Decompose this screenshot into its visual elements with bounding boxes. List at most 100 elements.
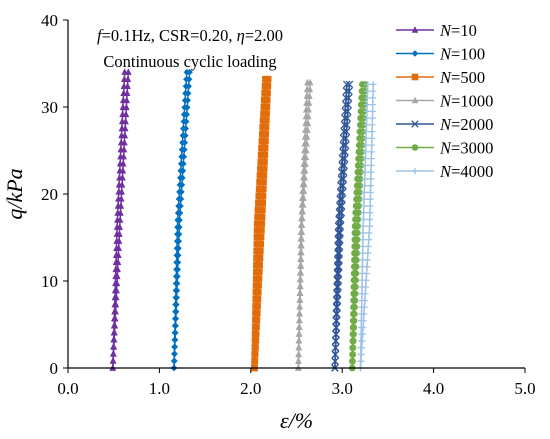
data-point — [360, 202, 368, 210]
data-point — [350, 263, 358, 271]
data-point — [300, 167, 307, 174]
data-point — [252, 309, 259, 317]
data-point — [295, 357, 302, 364]
data-point — [172, 287, 180, 294]
data-point — [353, 182, 361, 189]
data-point — [260, 103, 268, 110]
data-point — [350, 297, 357, 304]
legend-marker — [411, 73, 419, 81]
data-point — [251, 344, 259, 351]
data-point — [368, 135, 376, 142]
data-point — [350, 276, 358, 284]
data-point — [343, 121, 351, 129]
data-point — [357, 337, 365, 345]
data-point — [181, 104, 188, 111]
data-point — [344, 100, 352, 109]
data-point — [341, 141, 350, 149]
data-point — [339, 175, 348, 183]
data-point — [366, 222, 373, 230]
data-point — [332, 323, 340, 332]
legend-label: N=3000 — [439, 139, 493, 158]
data-point — [357, 101, 365, 108]
series-n-10 — [109, 68, 132, 371]
data-point — [297, 235, 305, 242]
data-point — [334, 283, 342, 291]
data-point — [351, 243, 358, 250]
data-point — [110, 335, 117, 343]
data-point — [357, 351, 365, 358]
data-point — [114, 202, 122, 209]
data-point — [259, 185, 267, 193]
data-point — [110, 328, 118, 336]
data-point — [364, 87, 371, 95]
data-point — [117, 145, 125, 153]
data-point — [303, 92, 311, 99]
data-point — [109, 357, 117, 364]
data-point — [253, 240, 261, 248]
data-point — [355, 141, 363, 149]
data-point — [365, 229, 373, 237]
data-point — [258, 227, 265, 234]
data-point — [334, 249, 342, 257]
legend-marker — [411, 167, 419, 175]
data-point — [262, 124, 270, 131]
data-point — [357, 108, 365, 115]
data-point — [257, 151, 265, 159]
data-point — [358, 276, 366, 284]
data-point — [118, 117, 126, 125]
data-point — [300, 153, 308, 161]
data-point — [335, 202, 344, 210]
data-point — [171, 336, 179, 344]
data-point — [336, 229, 344, 237]
data-point — [115, 195, 122, 202]
data-point — [333, 276, 341, 284]
data-point — [182, 90, 189, 97]
data-point — [349, 357, 356, 365]
x-tick-label: 4.0 — [423, 379, 444, 398]
data-point — [295, 330, 303, 337]
data-point — [368, 128, 376, 135]
data-point — [295, 350, 302, 358]
tick-layer: 0.0 1.0 2.0 3.0 4.0 5.0 0 10 20 30 40 — [41, 11, 536, 398]
data-point — [172, 308, 179, 315]
legend-label: N=10 — [439, 21, 477, 40]
data-point — [258, 213, 266, 221]
data-point — [342, 127, 351, 136]
data-point — [341, 100, 350, 109]
data-point — [253, 254, 260, 262]
data-point — [331, 337, 340, 345]
data-point — [301, 146, 308, 154]
data-point — [172, 294, 180, 301]
series-n-3000 — [348, 81, 369, 372]
data-point — [179, 139, 186, 146]
data-point — [334, 229, 343, 237]
data-point — [261, 144, 269, 152]
data-point — [302, 126, 309, 133]
data-point — [357, 357, 364, 365]
data-point — [339, 148, 347, 156]
annotation-test-conditions: f=0.1Hz, CSR=0.20, η=2.00 — [97, 26, 283, 45]
data-point — [183, 68, 191, 76]
data-point — [337, 181, 345, 190]
data-point — [349, 344, 356, 352]
data-point — [341, 148, 349, 156]
data-point — [359, 270, 366, 277]
data-point — [333, 283, 341, 291]
data-point — [369, 108, 376, 115]
legend-item: N=10 — [396, 21, 477, 40]
data-point — [297, 248, 304, 256]
data-point — [111, 307, 118, 315]
data-point — [369, 94, 377, 102]
data-point — [252, 268, 260, 276]
data-point — [301, 139, 309, 147]
data-point — [367, 168, 375, 176]
data-point — [368, 148, 375, 156]
data-point — [335, 262, 343, 271]
data-point — [173, 266, 180, 273]
data-point — [296, 262, 304, 269]
series-layer — [109, 68, 377, 372]
data-point — [359, 229, 367, 237]
data-point — [358, 283, 366, 291]
data-point — [331, 350, 339, 359]
